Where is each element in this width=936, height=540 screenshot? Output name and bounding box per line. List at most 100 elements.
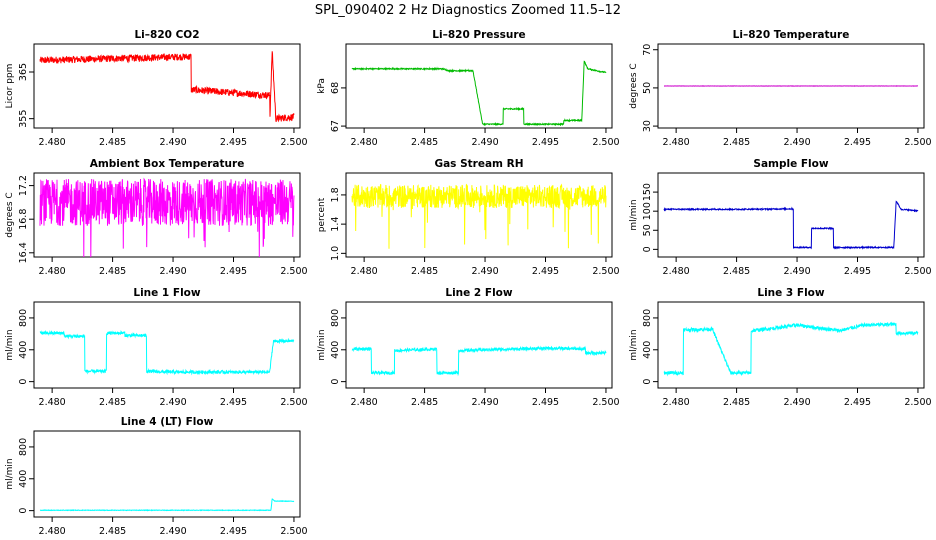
x-tick-label: 2.480 <box>39 526 66 537</box>
plot-frame <box>33 43 301 129</box>
series-line <box>351 345 607 377</box>
chart-panel: Line 2 Flow 2.480 2.485 2.490 2.495 2.500 0 400… <box>317 287 620 408</box>
x-tick-label: 2.490 <box>783 137 810 148</box>
chart-panel: Li–820 CO2 2.480 2.485 2.490 2.495 2.500 355 36… <box>5 29 308 148</box>
x-tick-label: 2.500 <box>280 397 307 408</box>
x-tick-label: 2.485 <box>723 137 750 148</box>
y-tick-label: 1.8 <box>330 187 341 202</box>
x-tick-label: 2.500 <box>280 526 307 537</box>
x-tick-label: 2.480 <box>351 397 378 408</box>
y-tick-label: 30 <box>642 120 653 132</box>
x-tick-label: 2.490 <box>471 266 498 277</box>
y-tick-label: 400 <box>18 470 29 488</box>
x-tick-label: 2.490 <box>159 137 186 148</box>
y-tick-label: 400 <box>18 341 29 359</box>
y-tick-label: 17.2 <box>18 175 29 196</box>
y-tick-label: 16.4 <box>18 242 29 263</box>
y-tick-label: 800 <box>18 438 29 456</box>
x-tick-label: 2.500 <box>592 266 619 277</box>
y-tick-label: 16.8 <box>18 209 29 230</box>
y-tick-label: 67 <box>330 120 341 132</box>
x-tick-label: 2.490 <box>783 397 810 408</box>
plot-frame <box>657 301 925 389</box>
y-tick-label: 800 <box>18 309 29 327</box>
y-tick-label: 50 <box>642 224 653 236</box>
x-tick-label: 2.485 <box>99 397 126 408</box>
chart-panel: Line 1 Flow 2.480 2.485 2.490 2.495 2.500 0 400… <box>5 287 308 408</box>
y-tick-label: 365 <box>18 63 29 81</box>
panel-title: Li–820 Pressure <box>432 29 525 41</box>
y-tick-label: 1.0 <box>330 246 341 261</box>
chart-panel: Li–820 Temperature 2.480 2.485 2.490 2.495 2.… <box>629 29 932 148</box>
y-axis-label: Licor ppm <box>5 64 15 109</box>
x-tick-label: 2.500 <box>592 397 619 408</box>
y-tick-label: 68 <box>330 82 341 94</box>
series-line <box>39 177 295 258</box>
panel-title: Ambient Box Temperature <box>90 158 245 170</box>
panel-title: Line 4 (LT) Flow <box>121 416 214 428</box>
x-tick-label: 2.490 <box>159 397 186 408</box>
plot-frame <box>345 301 613 389</box>
x-tick-label: 2.480 <box>39 397 66 408</box>
x-tick-label: 2.490 <box>471 137 498 148</box>
x-tick-label: 2.500 <box>904 137 931 148</box>
y-tick-label: 100 <box>642 202 653 220</box>
y-tick-label: 355 <box>18 110 29 128</box>
x-tick-label: 2.485 <box>411 137 438 148</box>
x-tick-label: 2.480 <box>351 266 378 277</box>
series-line <box>663 321 919 377</box>
x-tick-label: 2.495 <box>844 266 871 277</box>
plot-frame <box>345 43 613 129</box>
panel-title: Line 2 Flow <box>445 287 512 299</box>
x-tick-label: 2.495 <box>844 397 871 408</box>
x-tick-label: 2.495 <box>532 397 559 408</box>
x-tick-label: 2.495 <box>844 137 871 148</box>
plot-frame <box>33 301 301 389</box>
x-tick-label: 2.495 <box>532 137 559 148</box>
x-tick-label: 2.485 <box>99 137 126 148</box>
x-tick-label: 2.490 <box>471 397 498 408</box>
y-axis-label: ml/min <box>5 458 15 489</box>
x-tick-label: 2.480 <box>351 137 378 148</box>
x-tick-label: 2.480 <box>39 137 66 148</box>
plot-frame <box>33 172 301 258</box>
y-tick-label: 0 <box>18 379 29 385</box>
x-tick-label: 2.500 <box>592 137 619 148</box>
plot-frame <box>657 172 925 258</box>
x-tick-label: 2.495 <box>220 266 247 277</box>
series-line <box>39 330 295 376</box>
panel-title: Li–820 Temperature <box>733 29 850 41</box>
chart-panel: Line 3 Flow 2.480 2.485 2.490 2.495 2.500 0 400… <box>629 287 932 408</box>
x-tick-label: 2.485 <box>411 266 438 277</box>
series-line <box>39 51 295 123</box>
y-axis-label: ml/min <box>629 329 639 360</box>
x-tick-label: 2.500 <box>280 266 307 277</box>
panel-title: Li–820 CO2 <box>134 29 199 41</box>
y-axis-label: ml/min <box>317 329 327 360</box>
y-tick-label: 0 <box>642 379 653 385</box>
series-line <box>351 60 607 127</box>
x-tick-label: 2.485 <box>723 266 750 277</box>
panel-title: Gas Stream RH <box>434 158 523 170</box>
x-tick-label: 2.490 <box>159 266 186 277</box>
x-tick-label: 2.500 <box>904 266 931 277</box>
y-tick-label: 70 <box>642 44 653 56</box>
y-axis-label: degrees C <box>5 192 15 237</box>
y-tick-label: 800 <box>330 309 341 327</box>
y-tick-label: 400 <box>330 341 341 359</box>
y-axis-label: degrees C <box>629 63 639 108</box>
x-tick-label: 2.480 <box>663 137 690 148</box>
x-tick-label: 2.485 <box>99 526 126 537</box>
y-tick-label: 800 <box>642 309 653 327</box>
x-tick-label: 2.485 <box>723 397 750 408</box>
y-axis-label: kPa <box>317 78 327 94</box>
series-line <box>39 498 295 512</box>
series-line <box>663 200 919 250</box>
x-tick-label: 2.480 <box>663 397 690 408</box>
series-line <box>351 183 607 249</box>
x-tick-label: 2.485 <box>411 397 438 408</box>
x-tick-label: 2.480 <box>39 266 66 277</box>
x-tick-label: 2.485 <box>99 266 126 277</box>
y-axis-label: percent <box>317 197 327 232</box>
